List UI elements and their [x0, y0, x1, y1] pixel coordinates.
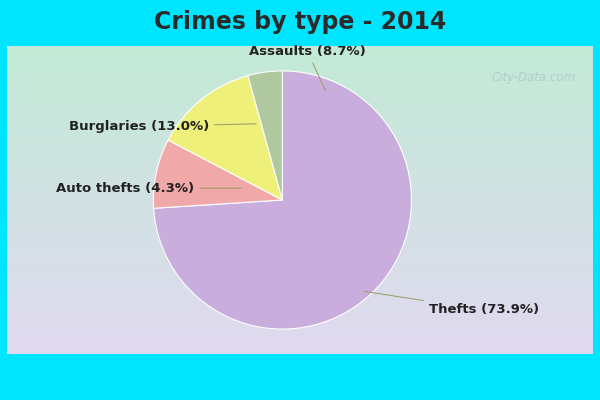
Wedge shape: [154, 71, 412, 329]
Text: Crimes by type - 2014: Crimes by type - 2014: [154, 10, 446, 34]
Text: City-Data.com: City-Data.com: [491, 71, 575, 84]
Text: Thefts (73.9%): Thefts (73.9%): [364, 291, 539, 316]
Wedge shape: [154, 140, 283, 208]
Text: Burglaries (13.0%): Burglaries (13.0%): [69, 120, 256, 133]
Text: Assaults (8.7%): Assaults (8.7%): [249, 45, 366, 90]
Wedge shape: [248, 71, 283, 200]
Wedge shape: [168, 76, 283, 200]
Text: Auto thefts (4.3%): Auto thefts (4.3%): [56, 182, 241, 195]
